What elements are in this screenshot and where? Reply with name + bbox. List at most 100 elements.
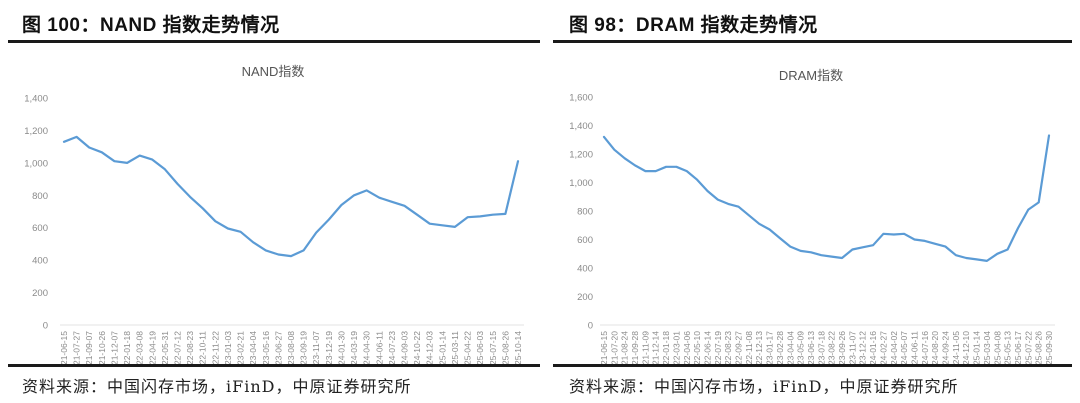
x-axis-tick: 2024-02-27 (878, 331, 888, 364)
x-axis-tick: 2024-05-07 (899, 331, 909, 364)
x-axis-tick: 2024-06-11 (374, 331, 384, 364)
x-axis-tick: 2022-01-18 (122, 331, 132, 364)
x-axis-tick: 2022-11-08 (744, 331, 754, 364)
x-axis-tick: 2025-04-22 (463, 331, 473, 364)
x-axis-tick: 2025-07-22 (1023, 331, 1033, 364)
figure-title: 图 98：DRAM 指数走势情况 (569, 15, 818, 36)
x-axis-tick: 2023-01-03 (223, 331, 233, 364)
x-axis-tick: 2022-03-08 (135, 331, 145, 364)
chart-title: DRAM指数 (779, 68, 843, 83)
x-axis-tick: 2025-07-15 (488, 331, 498, 364)
x-axis-tick: 2023-12-19 (324, 331, 334, 364)
x-axis-tick: 2022-09-27 (734, 331, 744, 364)
x-axis-tick: 2023-04-04 (785, 331, 795, 364)
x-axis-tick: 2023-05-09 (796, 331, 806, 364)
x-axis-tick: 2023-02-21 (236, 331, 246, 364)
y-axis-tick: 600 (577, 235, 593, 246)
figure-nand: 图 100：NAND 指数走势情况 NAND指数 0 200 400 600 800 1,0… (8, 0, 540, 403)
chart-title: NAND指数 (242, 64, 305, 79)
y-axis-tick: 200 (32, 288, 48, 299)
x-axis-tick: 2025-06-17 (1013, 331, 1023, 364)
y-axis-tick: 800 (577, 207, 593, 218)
y-axis-tick: 1,000 (24, 158, 48, 169)
x-axis-tick: 2023-09-26 (837, 331, 847, 364)
x-axis-tick: 2023-08-22 (827, 331, 837, 364)
x-axis-tick: 2021-12-07 (109, 331, 119, 364)
x-axis-tick: 2025-06-03 (475, 331, 485, 364)
y-axis-tick: 400 (577, 264, 593, 275)
x-axis-tick: 2024-04-30 (362, 331, 372, 364)
x-axis-tick: 2021-06-15 (59, 331, 69, 364)
x-axis-tick: 2022-08-23 (723, 331, 733, 364)
x-axis-tick: 2024-09-24 (941, 331, 951, 364)
x-axis-tick: 2022-04-19 (147, 331, 157, 364)
x-axis-tick: 2025-08-26 (500, 331, 510, 364)
x-axis-tick: 2021-08-24 (620, 331, 630, 364)
y-axis-tick: 1,400 (569, 121, 593, 132)
y-axis-tick: 200 (577, 292, 593, 303)
x-axis-tick: 2023-01-17 (765, 331, 775, 364)
x-axis-tick: 2024-12-10 (961, 331, 971, 364)
x-axis-tick: 2023-11-07 (311, 331, 321, 364)
x-axis-tick: 2021-09-07 (84, 331, 94, 364)
x-axis-tick: 2024-08-20 (930, 331, 940, 364)
x-axis-tick: 2023-07-18 (816, 331, 826, 364)
index-line (62, 135, 520, 258)
x-axis-tick: 2022-01-18 (661, 331, 671, 364)
y-axis-tick: 800 (32, 191, 48, 202)
x-axis-tick: 2022-07-19 (713, 331, 723, 364)
y-axis-tick: 1,200 (24, 126, 48, 137)
x-axis-tick: 2024-07-16 (920, 331, 930, 364)
x-axis-tick: 2025-05-13 (1003, 331, 1013, 364)
x-axis-tick: 2024-01-30 (336, 331, 346, 364)
x-axis-tick: 2024-11-05 (951, 331, 961, 364)
x-axis-tick: 2025-03-11 (450, 331, 460, 364)
x-axis-tick: 2022-03-01 (671, 331, 681, 364)
x-axis-tick: 2021-11-09 (640, 331, 650, 364)
x-axis-tick: 2024-10-22 (412, 331, 422, 364)
x-axis-tick: 2021-06-15 (599, 331, 609, 364)
y-axis-tick: 400 (32, 256, 48, 267)
x-axis-tick: 2023-06-13 (806, 331, 816, 364)
y-axis-tick: 600 (32, 223, 48, 234)
y-axis-tick: 0 (43, 321, 48, 332)
x-axis-tick: 2022-06-14 (702, 331, 712, 364)
x-axis-tick: 2022-05-10 (692, 331, 702, 364)
title-divider (553, 40, 1072, 43)
index-line (602, 134, 1051, 262)
x-axis-tick: 2023-12-12 (858, 331, 868, 364)
x-axis-tick: 2022-07-12 (173, 331, 183, 364)
figure-title: 图 100：NAND 指数走势情况 (22, 15, 280, 36)
x-axis-tick: 2024-09-03 (400, 331, 410, 364)
x-axis-tick: 2023-06-27 (273, 331, 283, 364)
x-axis-tick: 2022-12-13 (754, 331, 764, 364)
x-axis-tick: 2021-12-14 (651, 331, 661, 364)
nand-index-chart: NAND指数 0 200 400 600 800 1,000 1,200 1,400 2021-0… (24, 64, 524, 364)
x-axis-tick: 2024-04-02 (889, 331, 899, 364)
x-axis-tick: 2024-01-16 (868, 331, 878, 364)
x-axis-tick: 2021-07-27 (72, 331, 82, 364)
x-axis-tick: 2025-01-14 (972, 331, 982, 364)
x-axis-tick: 2022-05-31 (160, 331, 170, 364)
x-axis-tick: 2023-09-19 (299, 331, 309, 364)
y-axis-tick: 1,400 (24, 94, 48, 105)
x-axis-tick: 2023-11-07 (847, 331, 857, 364)
x-axis-tick: 2024-07-23 (387, 331, 397, 364)
y-axis-tick: 1,000 (569, 178, 593, 189)
source-note: 资料来源：中国闪存市场，iFinD，中原证券研究所 (569, 377, 959, 396)
x-axis-tick: 2023-08-08 (286, 331, 296, 364)
x-axis-tick: 2023-02-28 (775, 331, 785, 364)
source-note: 资料来源：中国闪存市场，iFinD，中原证券研究所 (22, 377, 412, 396)
x-axis-tick: 2025-03-04 (982, 331, 992, 364)
x-axis-tick: 2021-10-26 (97, 331, 107, 364)
x-axis-tick: 2021-09-28 (630, 331, 640, 364)
x-axis-tick: 2023-05-16 (261, 331, 271, 364)
x-axis-tick: 2025-08-26 (1034, 331, 1044, 364)
x-axis-tick: 2022-04-06 (682, 331, 692, 364)
x-axis-tick: 2022-11-22 (210, 331, 220, 364)
y-axis-tick: 1,200 (569, 150, 593, 161)
dram-index-chart: DRAM指数 0 200 400 600 800 1,000 1,200 1,400 1,600 2… (569, 68, 1055, 364)
source-divider (8, 364, 540, 367)
x-axis-tick: 2022-10-11 (198, 331, 208, 364)
x-axis-tick: 2024-12-03 (425, 331, 435, 364)
